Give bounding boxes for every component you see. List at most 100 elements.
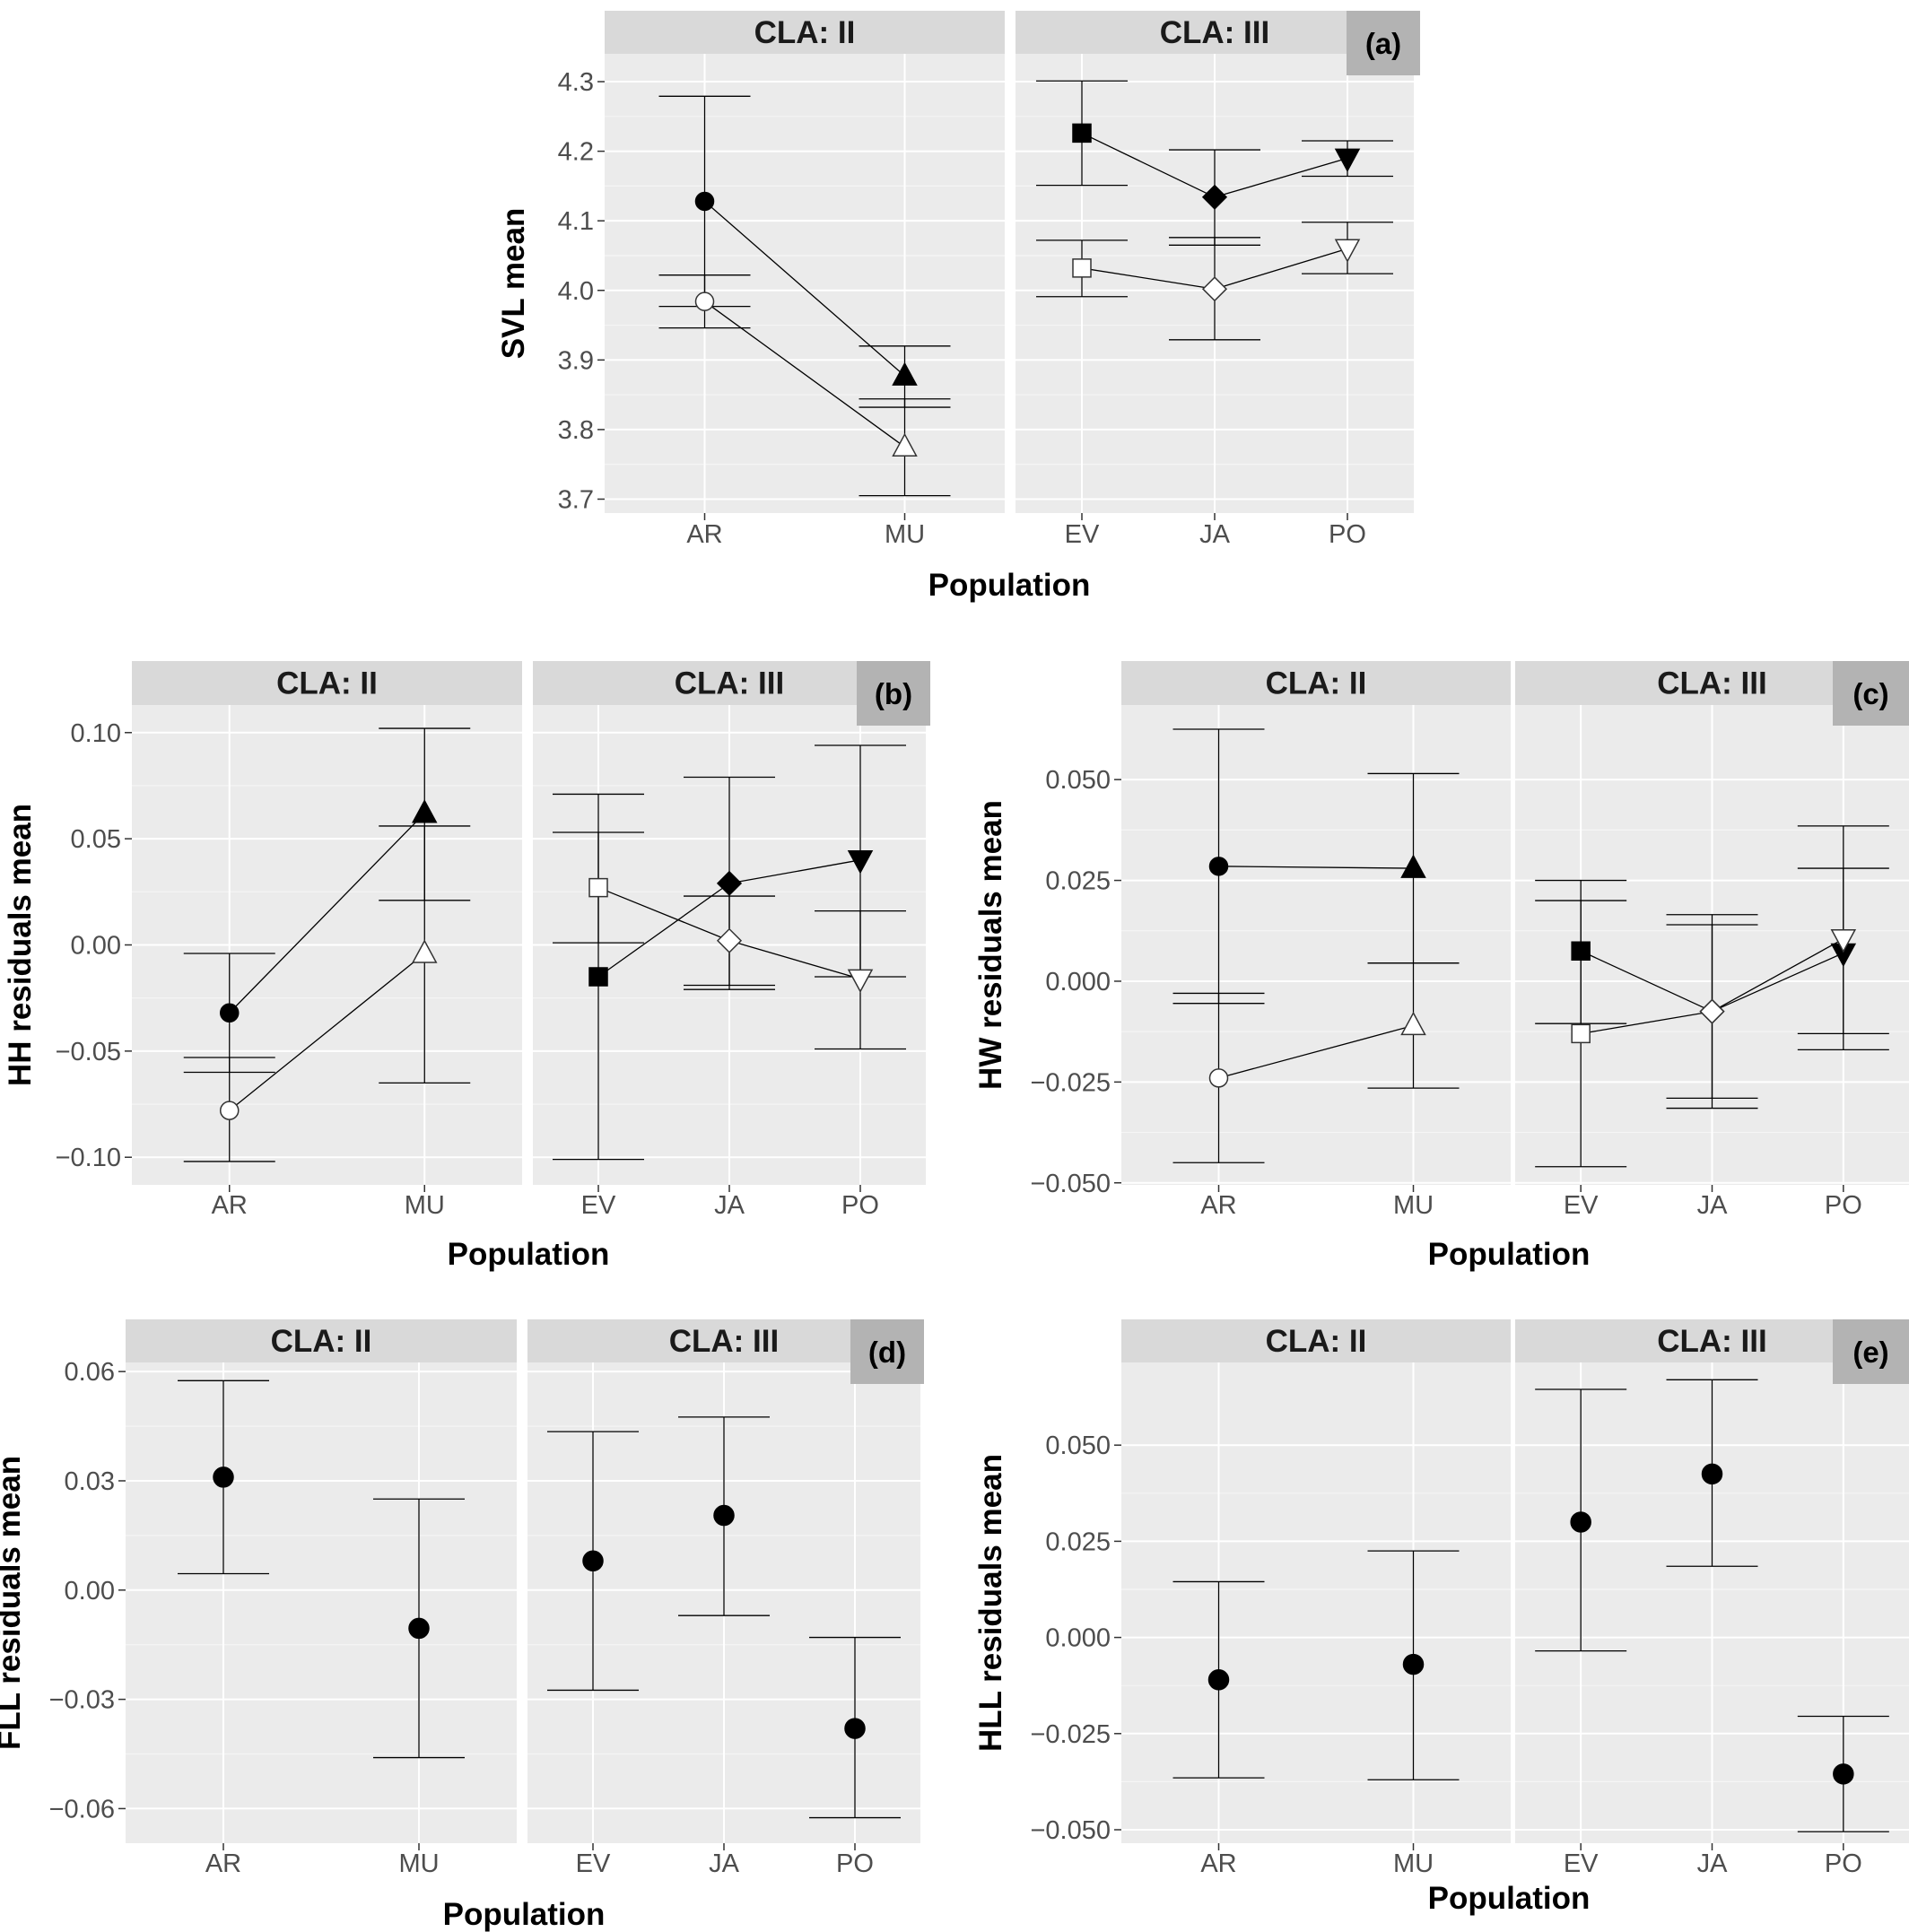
x-tick-label: EV [1564,1191,1599,1220]
y-tick-label: 3.8 [558,416,594,445]
y-tick-label: 0.050 [1045,766,1111,795]
series-line [1081,267,1216,290]
data-point [716,870,743,896]
facet-strip [126,1319,517,1362]
facet-strip [1121,1319,1511,1362]
x-tick-label: EV [576,1849,611,1878]
plot-background [1121,1362,1511,1843]
facet-strip-label: CLA: II [1266,666,1367,701]
data-point [411,799,438,823]
series-line [1581,1011,1713,1035]
data-point [1400,1011,1426,1036]
x-tick-label: JA [1697,1191,1729,1220]
y-tick-label: 0.05 [71,825,121,854]
facet-claii: CLA: II AR MU [1121,1319,1511,1878]
y-tick-label: 4.1 [558,207,594,236]
series-line [1712,952,1844,1013]
series-line [1081,132,1216,198]
y-tick-label: 0.050 [1045,1432,1111,1460]
y-tick-label: 0.06 [65,1358,115,1387]
series-line [704,200,905,377]
panel-tag-box [850,1319,924,1384]
series-line [728,940,861,980]
series-line [597,886,730,942]
series-line [1218,866,1414,869]
facet-strip [1121,661,1511,705]
data-point [892,432,918,457]
x-axis-title: Population [1428,1881,1591,1916]
x-tick-label: AR [686,520,722,549]
x-tick-label: MU [885,520,925,549]
y-axis-title: HW residuals mean [973,800,1008,1090]
y-tick-label: 0.03 [65,1467,115,1496]
data-point [588,967,608,987]
y-axis-title: HH residuals mean [3,804,38,1086]
facet-strip-label: CLA: II [754,15,856,50]
facet-claiii: CLA: III EV JA PO [533,661,926,1220]
panel-c: CLA: II AR MU CLA: III EV JA PO −0.050 −0.025 0.0… [973,661,1909,1272]
y-tick-label: 0.00 [71,932,121,961]
series-line [597,883,730,978]
panel-d: CLA: II AR MU CLA: III EV JA PO −0.06 −0.03 0.00 0… [0,1319,924,1932]
series-line [704,300,905,448]
data-point [694,292,715,311]
data-point [694,191,715,212]
x-tick-label: EV [1065,520,1100,549]
data-point [1699,998,1725,1024]
panel-a: CLA: II AR MU CLA: III EV JA PO 3.7 3.8 3.9 4.0 4.1… [496,11,1420,603]
data-point [1334,148,1361,172]
plot-background [1121,705,1511,1185]
panel-tag-box [1833,1319,1909,1384]
panel-tag: (a) [1365,27,1401,60]
y-tick-label: −0.05 [56,1038,121,1066]
facet-strip-label: CLA: III [1160,15,1269,50]
x-tick-label: JA [1697,1849,1729,1878]
x-tick-label: PO [1825,1849,1862,1878]
panel-tag: (d) [868,1336,906,1369]
facet-strip-label: CLA: III [675,666,784,701]
x-tick-label: PO [836,1849,874,1878]
x-tick-label: EV [581,1191,616,1220]
data-point [892,361,918,386]
y-tick-label: −0.025 [1030,1720,1111,1749]
y-tick-label: 4.3 [558,68,594,97]
series-line [1218,1024,1414,1079]
series-line [1712,938,1844,1013]
facet-strip-label: CLA: II [271,1324,372,1359]
facet-claii: CLA: II AR MU [605,11,1005,549]
data-point [1072,258,1092,278]
x-tick-label: MU [405,1191,445,1220]
facet-claiii: CLA: III EV JA PO [1016,11,1414,549]
y-axis-title: SVL mean [496,208,531,360]
panel-tag: (c) [1852,677,1888,710]
facet-strip-label: CLA: II [276,666,378,701]
facet-claiii: CLA: III EV JA PO [527,1319,920,1878]
y-axis-title: FLL residuals mean [0,1456,27,1750]
y-tick-label: 0.10 [71,719,121,748]
facet-claii: CLA: II AR MU [132,661,522,1220]
y-tick-label: 0.025 [1045,867,1111,896]
y-tick-label: 0.025 [1045,1527,1111,1556]
data-point [847,850,874,875]
data-point [1201,184,1228,210]
data-point [1334,239,1361,263]
y-tick-label: −0.050 [1030,1170,1111,1198]
y-tick-label: −0.10 [56,1144,121,1172]
x-tick-label: EV [1564,1849,1599,1878]
x-axis-title: Population [928,568,1091,603]
y-tick-label: −0.06 [49,1795,115,1823]
x-tick-label: MU [398,1849,439,1878]
facet-strip-label: CLA: III [1657,1324,1766,1359]
x-axis-title: Population [443,1897,606,1932]
x-tick-label: PO [1825,1191,1862,1220]
y-tick-label: 0.000 [1045,1624,1111,1653]
data-point [213,1466,234,1488]
data-point [1208,857,1229,876]
data-point [1208,1068,1229,1088]
data-point [582,1550,604,1572]
data-point [1207,1669,1230,1691]
y-tick-label: 3.9 [558,346,594,375]
series-line [229,813,425,1014]
data-point [588,877,608,898]
